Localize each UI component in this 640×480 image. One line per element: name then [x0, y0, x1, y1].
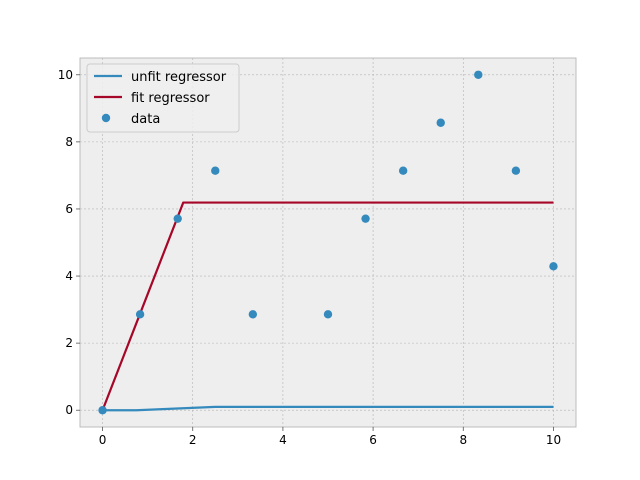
legend-box	[86, 63, 240, 133]
x-tick-label: 0	[99, 433, 107, 447]
data-point	[323, 310, 333, 319]
series-line	[102, 405, 554, 412]
data-point	[98, 406, 107, 415]
y-tick-label: 10	[58, 68, 73, 82]
y-tick-label: 0	[65, 403, 73, 417]
y-tick-label: 8	[65, 135, 73, 149]
x-tick-label: 6	[369, 433, 377, 447]
x-tick-label: 10	[546, 433, 561, 447]
x-tick-label: 4	[279, 433, 287, 447]
x-tick-label: 8	[459, 433, 467, 447]
y-tick-label: 4	[65, 269, 73, 283]
legend-swatch	[101, 113, 111, 123]
data-point	[211, 166, 220, 175]
y-tick-label: 2	[65, 336, 73, 350]
data-point	[436, 118, 445, 127]
axes: 0 2 4 6 8 10 0 2 4 6 8 10	[58, 57, 577, 447]
data-point	[398, 166, 408, 175]
legend-label: fit regressor	[131, 91, 210, 106]
data-point	[173, 214, 182, 223]
series-layer	[98, 70, 558, 415]
legend-label: data	[131, 112, 160, 127]
y-tick-label: 6	[65, 202, 73, 216]
data-point	[511, 166, 521, 175]
series-line	[101, 201, 554, 411]
legend-label: unfit regressor	[131, 70, 227, 85]
data-point	[361, 214, 370, 223]
data-point	[549, 262, 558, 271]
data-point	[248, 310, 258, 319]
data-point	[135, 310, 145, 319]
data-point	[474, 70, 483, 79]
x-tick-label: 2	[189, 433, 197, 447]
legend: unfit regressor fit regressor data	[86, 63, 240, 133]
plot-frame	[79, 57, 577, 428]
